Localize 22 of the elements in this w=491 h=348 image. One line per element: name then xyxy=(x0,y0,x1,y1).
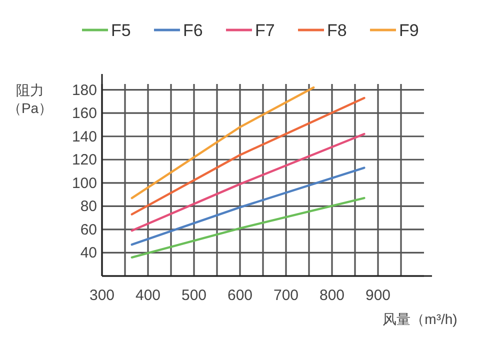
y-tick-label: 80 xyxy=(80,198,97,216)
y-axis-title: 阻力（Pa） xyxy=(7,82,53,116)
x-axis-title: 风量（m³/h) xyxy=(382,311,458,327)
legend-label: F6 xyxy=(183,21,203,40)
x-tick-label: 400 xyxy=(135,287,161,304)
y-tick-label: 160 xyxy=(72,105,97,122)
x-tick-label: 300 xyxy=(89,287,115,304)
x-tick-label: 700 xyxy=(273,287,299,304)
x-tick-label: 800 xyxy=(319,287,345,304)
y-tick-label: 120 xyxy=(72,152,97,169)
x-tick-label: 500 xyxy=(181,287,207,304)
legend-label: F8 xyxy=(327,21,347,40)
y-tick-label: 140 xyxy=(72,128,97,146)
y-tick-label: 60 xyxy=(80,221,97,238)
x-tick-label: 900 xyxy=(365,287,391,304)
x-tick-label: 600 xyxy=(227,287,253,304)
legend-label: F7 xyxy=(255,21,275,40)
y-tick-label: 180 xyxy=(72,82,97,99)
legend-label: F9 xyxy=(399,21,419,40)
y-tick-label: 100 xyxy=(72,174,97,192)
legend-label: F5 xyxy=(111,21,131,40)
y-tick-label: 40 xyxy=(80,244,97,262)
